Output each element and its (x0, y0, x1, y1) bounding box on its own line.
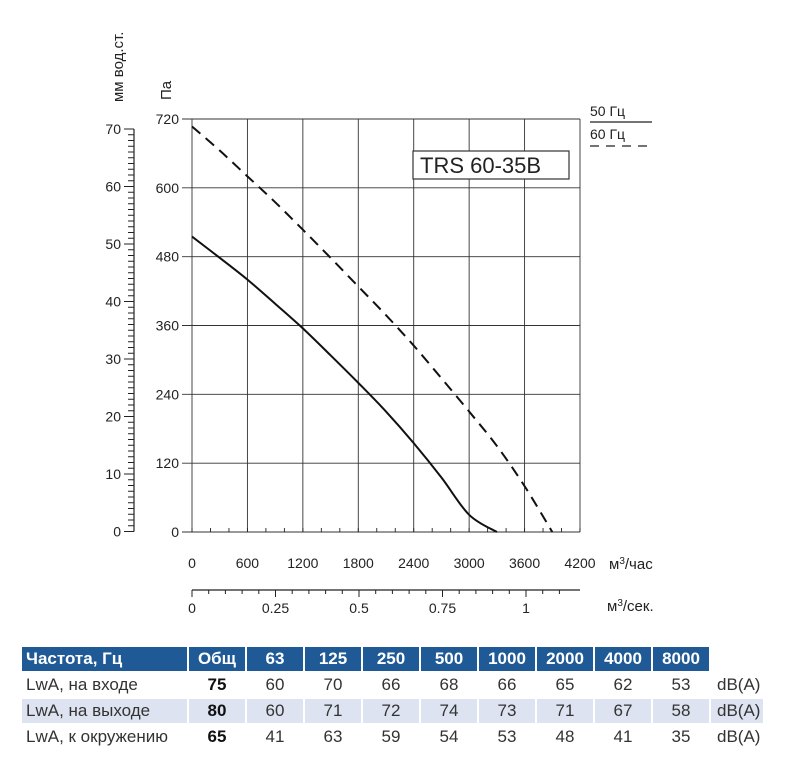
table-cell: 53 (497, 727, 517, 746)
y2-tick-label: 40 (105, 294, 121, 310)
x-tick-label: 3000 (454, 555, 485, 571)
y-tick-label: 720 (156, 111, 180, 127)
x-tick-label: 600 (236, 555, 260, 571)
row-label: LwA, к окружению (26, 727, 168, 746)
table-cell: 60 (247, 699, 303, 723)
row-total: 75 (207, 675, 227, 694)
y-tick-label: 240 (156, 386, 180, 402)
table-cell: 35 (671, 727, 691, 746)
table-header-1000: 1000 (479, 647, 535, 671)
table-cell: 54 (439, 727, 459, 746)
chart-axes: 0 600 1200 1800 2400 3000 3600 4200012024036048… (105, 111, 595, 616)
row-unit: dB(A) (717, 675, 761, 694)
y2-tick-label: 10 (105, 466, 121, 482)
y2-tick-label: 60 (105, 179, 121, 195)
x-tick-label: 1800 (343, 555, 374, 571)
y-tick-label: 0 (171, 524, 179, 540)
chart-title: TRS 60-35B (420, 153, 541, 178)
table-row: LwA, к окружению 65 41 63 59 54 53 48 41… (22, 725, 763, 749)
table-row: LwA, на входе 75 60 70 66 68 66 65 62 53… (22, 673, 763, 697)
table-cell: 53 (671, 675, 691, 694)
table-cell: 70 (323, 675, 343, 694)
y-axis-label: Па (158, 80, 175, 100)
table-cell: 66 (381, 675, 401, 694)
table-cell: 74 (421, 699, 477, 723)
chart-series (191, 125, 554, 533)
x2-tick-label: 0.25 (262, 600, 289, 616)
x2-tick-label: 0.5 (349, 600, 369, 616)
table-cell: 63 (323, 727, 343, 746)
table-cell: 62 (613, 675, 633, 694)
row-total: 65 (207, 727, 227, 746)
row-label: LwA, на выходе (22, 699, 187, 723)
x-axis-label: м3/час (609, 556, 653, 574)
table-cell: 58 (653, 699, 709, 723)
table-cell: 72 (363, 699, 419, 723)
x-tick-label: 3600 (509, 555, 540, 571)
legend-label-50hz: 50 Гц (590, 103, 625, 119)
y2-tick-label: 0 (113, 524, 121, 540)
x2-axis-label: м3/сек. (607, 598, 654, 616)
series-line-50hz (191, 235, 498, 533)
table-header-63: 63 (247, 647, 303, 671)
table-header-2000: 2000 (537, 647, 593, 671)
table-row: LwA, на выходе 80 60 71 72 74 73 71 67 5… (22, 699, 763, 723)
table-cell: 60 (265, 675, 285, 694)
table-cell: 48 (555, 727, 575, 746)
table-cell: 65 (555, 675, 575, 694)
y2-tick-label: 70 (105, 121, 121, 137)
y2-tick-label: 30 (105, 351, 121, 367)
chart-grid (182, 118, 581, 533)
noise-level-table: Частота, Гц Общ 63 125 250 500 1000 2000… (20, 645, 765, 751)
fan-performance-chart: 0 600 1200 1800 2400 3000 3600 4200012024036048… (105, 32, 654, 616)
table-cell: 67 (595, 699, 651, 723)
table-header-4000: 4000 (595, 647, 651, 671)
row-total: 80 (189, 699, 245, 723)
table-header-8000: 8000 (653, 647, 709, 671)
table-cell: 68 (439, 675, 459, 694)
table-header-row: Частота, Гц Общ 63 125 250 500 1000 2000… (22, 647, 763, 671)
row-unit: dB(A) (711, 699, 763, 723)
table-cell: 41 (265, 727, 285, 746)
row-label: LwA, на входе (26, 675, 138, 694)
table-header-frequency: Частота, Гц (22, 647, 187, 671)
y-tick-label: 120 (156, 455, 180, 471)
y2-axis-label: мм вод.ст. (110, 32, 127, 102)
table-cell: 59 (381, 727, 401, 746)
y-tick-label: 480 (156, 249, 180, 265)
table-cell: 71 (305, 699, 361, 723)
table-cell: 66 (497, 675, 517, 694)
x2-tick-label: 0.75 (429, 600, 456, 616)
y-tick-label: 360 (156, 318, 180, 334)
table-cell: 73 (479, 699, 535, 723)
x-tick-label: 2400 (398, 555, 429, 571)
x-tick-label: 1200 (287, 555, 318, 571)
x2-tick-label: 1 (522, 600, 530, 616)
table-header-total: Общ (189, 647, 245, 671)
table-cell: 71 (537, 699, 593, 723)
y2-tick-label: 50 (105, 236, 121, 252)
series-line-60hz (191, 125, 554, 533)
x2-tick-label: 0 (188, 600, 196, 616)
x-tick-label: 0 (188, 555, 196, 571)
chart-legend: 50 Гц 60 Гц (590, 103, 652, 147)
x-tick-label: 4200 (564, 555, 595, 571)
y2-tick-label: 20 (105, 409, 121, 425)
row-unit: dB(A) (717, 727, 761, 746)
table-header-250: 250 (363, 647, 419, 671)
table-cell: 41 (613, 727, 633, 746)
legend-label-60hz: 60 Гц (590, 126, 625, 142)
table-header-500: 500 (421, 647, 477, 671)
chart-title-box (412, 150, 570, 180)
y-tick-label: 600 (156, 180, 180, 196)
table-header-125: 125 (305, 647, 361, 671)
